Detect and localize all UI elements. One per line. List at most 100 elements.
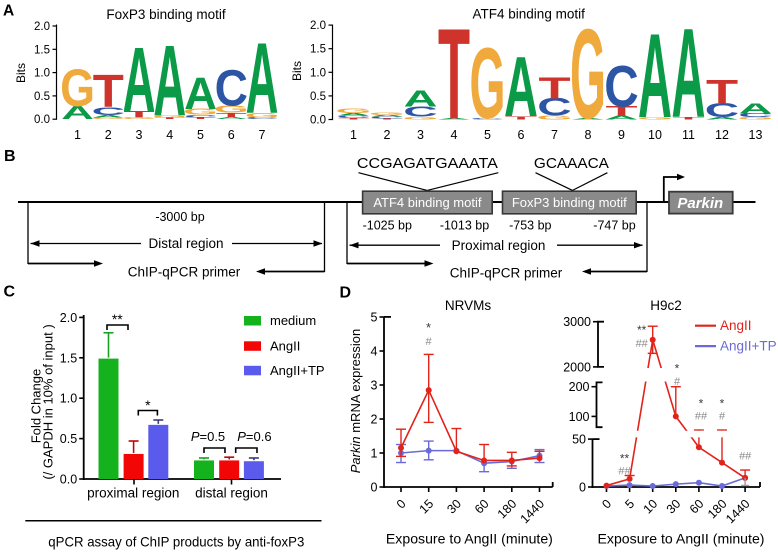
svg-text:Bits: Bits [14, 63, 28, 83]
svg-text:T: T [438, 2, 470, 146]
svg-text:T: T [185, 117, 216, 120]
svg-text:##: ## [695, 411, 708, 423]
svg-text:T: T [672, 116, 704, 120]
svg-text:1.5: 1.5 [60, 351, 77, 365]
svg-text:0.0: 0.0 [60, 473, 77, 487]
svg-text:CCGAGATGAAATA: CCGAGATGAAATA [357, 155, 498, 172]
svg-text:T: T [505, 115, 537, 120]
svg-text:0: 0 [371, 481, 378, 495]
svg-text:A: A [123, 28, 156, 131]
svg-text:#: # [674, 376, 681, 388]
svg-text:5: 5 [197, 128, 204, 142]
svg-text:A: A [337, 112, 371, 116]
svg-text:1.5: 1.5 [310, 44, 326, 56]
svg-text:2: 2 [371, 413, 378, 427]
svg-text:G: G [214, 104, 249, 115]
svg-text:1.0: 1.0 [34, 68, 50, 80]
svg-text:0.0: 0.0 [310, 115, 326, 127]
svg-text:Distal region: Distal region [148, 236, 223, 251]
svg-text:C: C [537, 94, 571, 122]
svg-text:G: G [369, 111, 405, 116]
svg-text:2.0: 2.0 [310, 20, 326, 32]
svg-text:A: A [61, 103, 94, 123]
svg-text:A: A [437, 118, 471, 120]
svg-text:1: 1 [350, 128, 357, 142]
svg-text:ATF4 binding motif: ATF4 binding motif [373, 195, 482, 210]
svg-text:3000: 3000 [563, 315, 591, 329]
svg-text:##: ## [636, 338, 649, 350]
svg-text:Parkin mRNA expression: Parkin mRNA expression [348, 329, 363, 474]
svg-text:2: 2 [105, 128, 112, 142]
svg-text:12: 12 [715, 128, 729, 142]
svg-text:G: G [60, 59, 95, 119]
svg-text:4: 4 [371, 345, 378, 359]
svg-text:1.0: 1.0 [60, 392, 77, 406]
svg-text:AngII+TP: AngII+TP [720, 339, 777, 354]
svg-text:7: 7 [259, 128, 266, 142]
svg-text:G: G [470, 27, 506, 140]
svg-text:AngII: AngII [270, 338, 300, 353]
svg-text:**: ** [112, 311, 123, 327]
svg-text:1.0: 1.0 [310, 67, 326, 79]
svg-text:7: 7 [551, 128, 558, 142]
svg-text:##: ## [618, 466, 631, 478]
svg-text:H9c2: H9c2 [650, 298, 682, 313]
svg-text:A: A [571, 118, 605, 120]
svg-text:P=0.5: P=0.5 [191, 429, 225, 444]
svg-text:C: C [215, 60, 248, 117]
svg-text:0.0: 0.0 [34, 114, 50, 126]
svg-text:0.5: 0.5 [34, 91, 50, 103]
svg-text:G: G [336, 107, 372, 114]
svg-text:-1025 bp: -1025 bp [363, 219, 412, 233]
svg-text:3: 3 [417, 128, 424, 142]
svg-text:T: T [538, 71, 570, 105]
svg-text:A: A [3, 3, 14, 20]
svg-text:-3000 bp: -3000 bp [155, 210, 204, 224]
svg-text:T: T [605, 104, 638, 119]
svg-text:-753 bp: -753 bp [509, 219, 551, 233]
svg-text:G: G [183, 107, 218, 116]
svg-text:(/ GAPDH in 10% of input ): (/ GAPDH in 10% of input ) [41, 324, 56, 479]
svg-text:9: 9 [618, 128, 625, 142]
svg-text:G: G [245, 111, 280, 118]
svg-text:2000: 2000 [563, 360, 591, 374]
svg-text:A: A [672, 3, 706, 145]
svg-text:NRVMs: NRVMs [445, 298, 492, 313]
svg-text:D: D [340, 285, 352, 302]
svg-text:*: * [145, 397, 151, 413]
svg-text:qPCR assay of ChIP products by: qPCR assay of ChIP products by anti-foxP… [48, 534, 304, 550]
svg-text:2.0: 2.0 [34, 21, 50, 33]
svg-text:*: * [699, 397, 704, 411]
svg-text:T: T [154, 117, 185, 120]
svg-text:Exposure to AngII (minute): Exposure to AngII (minute) [386, 531, 553, 547]
svg-text:A: A [739, 100, 773, 117]
svg-text:GCAAACA: GCAAACA [534, 155, 609, 172]
svg-text:G: G [570, 4, 606, 146]
svg-text:B: B [4, 148, 16, 165]
svg-text:*: * [675, 362, 680, 376]
svg-text:A: A [404, 86, 438, 111]
svg-text:Proximal region: Proximal region [452, 238, 546, 253]
svg-text:100: 100 [569, 410, 590, 424]
svg-text:1: 1 [371, 447, 378, 461]
svg-text:ChIP-qPCR primer: ChIP-qPCR primer [128, 265, 241, 280]
svg-text:ATF4 binding motif: ATF4 binding motif [473, 7, 586, 22]
svg-text:G: G [91, 117, 126, 120]
svg-text:0.5: 0.5 [310, 91, 326, 103]
svg-text:Fold Change: Fold Change [29, 369, 44, 443]
svg-text:C: C [738, 112, 772, 118]
svg-text:3: 3 [371, 379, 378, 393]
svg-text:AngII+TP: AngII+TP [270, 363, 325, 378]
svg-text:A: A [504, 38, 538, 135]
svg-text:C: C [403, 104, 437, 120]
svg-text:C: C [4, 284, 16, 301]
svg-text:C: C [604, 55, 638, 119]
svg-text:*: * [720, 397, 725, 411]
svg-text:T: T [337, 118, 370, 120]
svg-text:A: A [153, 26, 186, 137]
svg-text:**: ** [637, 323, 647, 337]
svg-text:6: 6 [228, 128, 235, 142]
svg-text:5: 5 [484, 128, 491, 142]
svg-text:medium: medium [270, 313, 316, 328]
svg-text:T: T [706, 73, 738, 110]
